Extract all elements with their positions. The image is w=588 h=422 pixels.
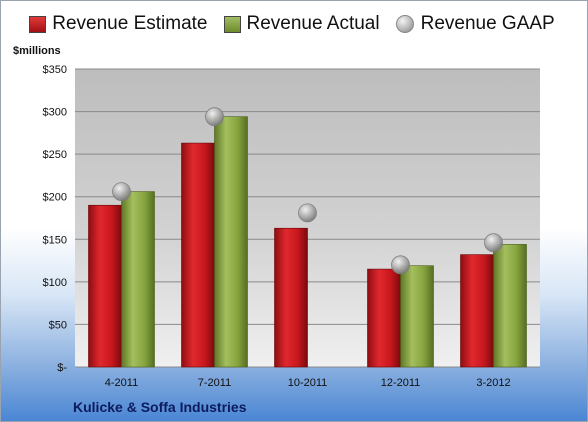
marker-revenue-gaap xyxy=(298,203,317,223)
bar-revenue-estimate xyxy=(460,254,494,368)
legend-item-revenue-actual: Revenue Actual xyxy=(223,13,380,35)
y-tick-label: $50 xyxy=(49,319,67,331)
legend-item-revenue-gaap: Revenue GAAP xyxy=(395,13,555,35)
company-name: Kulicke & Soffa Industries xyxy=(73,399,247,415)
x-tick-label: 4-2011 xyxy=(105,377,138,389)
y-axis-unit-label: $millions xyxy=(13,45,61,57)
y-tick-label: $200 xyxy=(43,192,67,204)
bar-revenue-actual xyxy=(493,244,527,368)
x-tick-label: 10-2011 xyxy=(288,377,328,389)
legend-label-gaap: Revenue GAAP xyxy=(420,13,555,34)
legend-label-actual: Revenue Actual xyxy=(246,13,380,34)
legend-swatch-estimate xyxy=(29,15,47,33)
x-axis: 4-2011 7-2011 10-2011 12-2011 3-2012 xyxy=(105,377,511,389)
bar-revenue-estimate xyxy=(367,268,401,368)
legend-item-revenue-estimate: Revenue Estimate xyxy=(29,13,208,35)
marker-revenue-gaap xyxy=(205,107,224,127)
x-tick-label: 7-2011 xyxy=(198,377,231,389)
legend-swatch-actual xyxy=(223,15,241,33)
gaap-markers xyxy=(112,107,503,275)
bar-revenue-estimate xyxy=(181,142,215,368)
bar-revenue-estimate xyxy=(274,227,308,368)
y-tick-label: $- xyxy=(57,362,67,374)
y-tick-label: $300 xyxy=(43,107,67,119)
bar-revenue-estimate xyxy=(88,204,122,368)
marker-revenue-gaap xyxy=(484,233,503,253)
x-tick-label: 12-2011 xyxy=(381,377,421,389)
x-tick-label: 3-2012 xyxy=(476,377,510,389)
bar-revenue-actual xyxy=(214,116,248,368)
legend: Revenue Estimate Revenue Actual Revenue … xyxy=(1,13,587,35)
y-tick-label: $350 xyxy=(43,64,67,76)
marker-revenue-gaap xyxy=(391,255,410,275)
y-axis: $- $50 $100 $150 $200 $250 $300 $350 xyxy=(43,64,68,374)
legend-label-estimate: Revenue Estimate xyxy=(52,13,208,34)
y-tick-label: $100 xyxy=(43,277,67,289)
y-tick-label: $250 xyxy=(43,149,67,161)
bar-revenue-actual xyxy=(400,265,434,368)
bar-series xyxy=(88,116,527,368)
bar-revenue-actual xyxy=(121,191,155,368)
marker-revenue-gaap xyxy=(112,182,131,202)
y-tick-label: $150 xyxy=(43,234,67,246)
legend-swatch-gaap xyxy=(395,15,414,33)
